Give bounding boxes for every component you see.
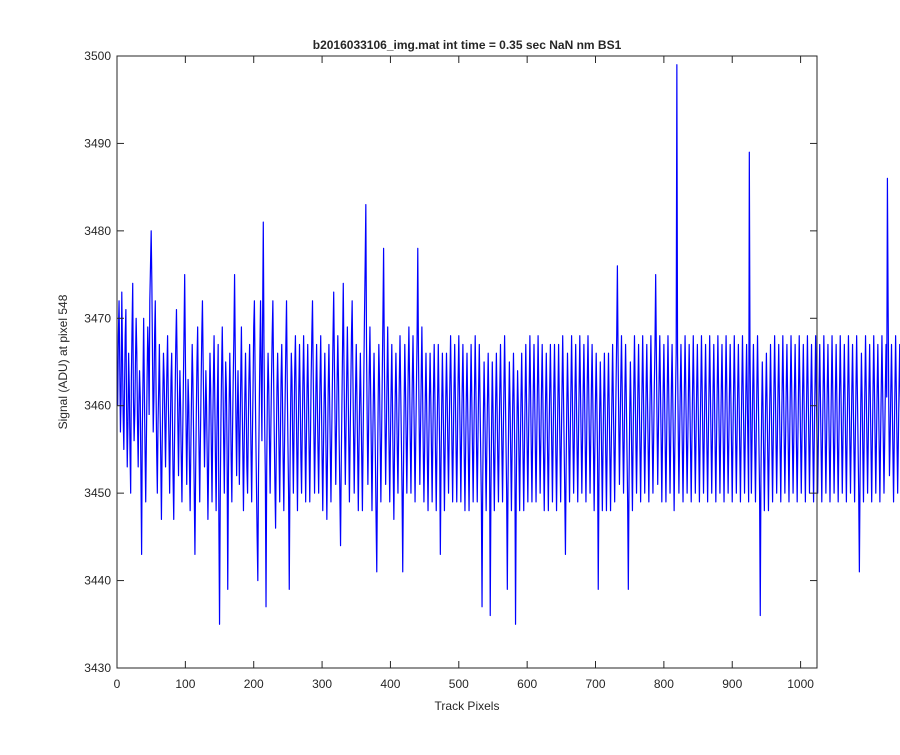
x-tick-label: 700 bbox=[586, 677, 606, 691]
y-tick-label: 3500 bbox=[84, 49, 111, 63]
x-axis-label: Track Pixels bbox=[435, 699, 500, 713]
x-tick-label: 100 bbox=[175, 677, 195, 691]
y-tick-label: 3490 bbox=[84, 136, 111, 150]
x-tick-label: 0 bbox=[114, 677, 121, 691]
y-axis-label: Signal (ADU) at pixel 548 bbox=[56, 294, 70, 429]
x-tick-label: 800 bbox=[654, 677, 674, 691]
chart-title: b2016033106_img.mat int time = 0.35 sec … bbox=[313, 38, 622, 52]
y-tick-label: 3460 bbox=[84, 399, 111, 413]
x-axis-ticks: 0 100 200 300 400 500 600 700 800 900 1000 bbox=[114, 56, 814, 691]
series-layer bbox=[117, 64, 900, 625]
axes-box bbox=[116, 55, 818, 669]
series-line-1 bbox=[117, 64, 900, 625]
y-axis-ticks: 3430 3440 3450 3460 3470 3480 3490 3500 bbox=[84, 49, 817, 675]
x-tick-label: 1000 bbox=[787, 677, 814, 691]
y-tick-label: 3480 bbox=[84, 224, 111, 238]
y-tick-label: 3450 bbox=[84, 486, 111, 500]
x-tick-label: 600 bbox=[517, 677, 537, 691]
y-tick-label: 3470 bbox=[84, 311, 111, 325]
y-tick-label: 3440 bbox=[84, 574, 111, 588]
x-tick-label: 900 bbox=[722, 677, 742, 691]
x-tick-label: 300 bbox=[312, 677, 332, 691]
x-tick-label: 400 bbox=[380, 677, 400, 691]
x-tick-label: 200 bbox=[244, 677, 264, 691]
x-tick-label: 500 bbox=[449, 677, 469, 691]
y-tick-label: 3430 bbox=[84, 661, 111, 675]
